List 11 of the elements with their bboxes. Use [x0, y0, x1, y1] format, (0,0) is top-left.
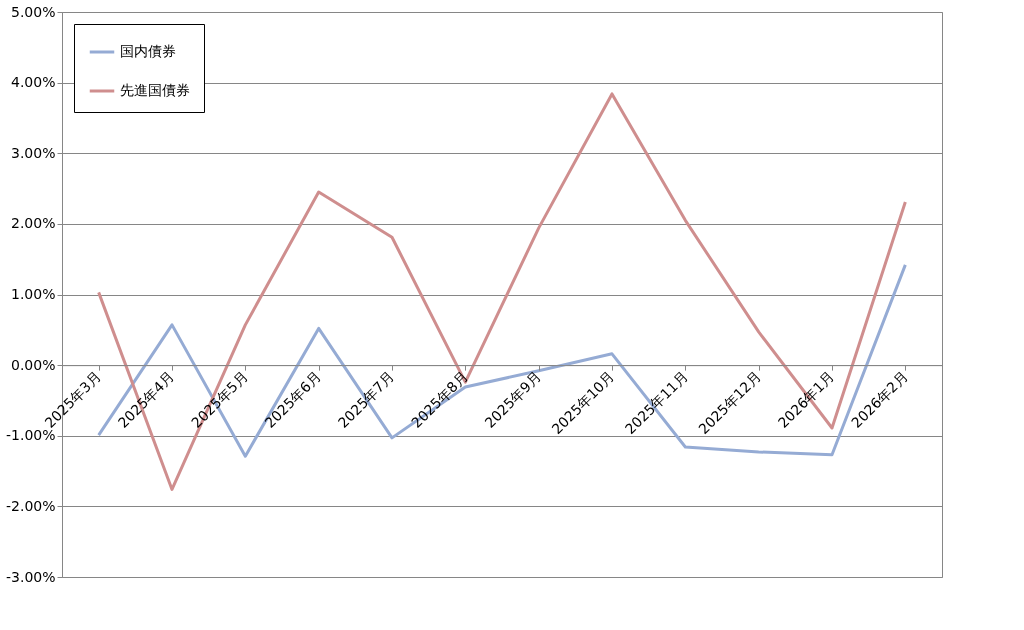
- legend-label: 先進国債券: [120, 82, 190, 98]
- legend-label: 国内債券: [120, 43, 176, 59]
- y-tick-label: 0.00%: [11, 356, 56, 373]
- y-tick-label: -2.00%: [5, 497, 56, 514]
- y-tick-label: 1.00%: [11, 286, 56, 302]
- y-tick-label: 4.00%: [11, 74, 56, 91]
- y-tick-label: -3.00%: [5, 568, 56, 585]
- y-tick-label: -1.00%: [5, 427, 56, 444]
- y-tick-label: 2.00%: [11, 215, 56, 232]
- y-tick-label: 3.00%: [11, 144, 56, 161]
- y-tick-label: 5.00%: [11, 3, 56, 20]
